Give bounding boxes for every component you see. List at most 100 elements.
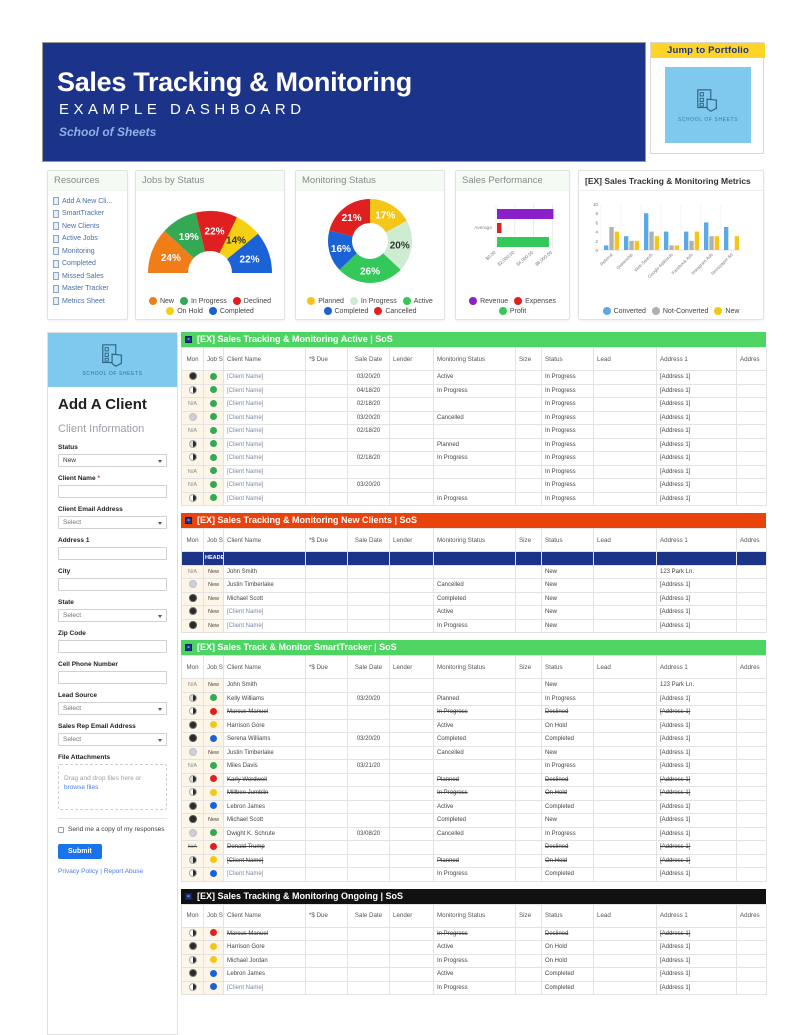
column-header[interactable]: Sale Date bbox=[347, 655, 390, 679]
table-row[interactable]: New Justin Timberlake Cancelled New [Address… bbox=[181, 745, 767, 760]
column-header[interactable]: Job Status bbox=[203, 347, 224, 371]
table-row[interactable]: Kelly Williams 03/20/20 Planned In Progress… bbox=[181, 691, 767, 706]
state-select[interactable]: Select bbox=[58, 609, 167, 622]
table-row[interactable]: N/A New John Smith New 123 Park Ln. bbox=[181, 564, 767, 579]
table-row[interactable]: Harrison Gore Active On Hold [Address 1] bbox=[181, 940, 767, 955]
table-row[interactable]: [Client Name] In Progress Completed [Addres… bbox=[181, 867, 767, 882]
column-header[interactable]: Mon bbox=[181, 655, 204, 679]
table-row[interactable]: Serena Williams 03/20/20 Completed Complete… bbox=[181, 732, 767, 747]
column-header[interactable]: Client Name bbox=[223, 528, 306, 552]
column-header[interactable]: Mon bbox=[181, 528, 204, 552]
table-row[interactable]: New Michael Scott Completed New [Address 1] bbox=[181, 813, 767, 828]
table-row[interactable]: Michael Jordan In Progress On Hold [Address… bbox=[181, 953, 767, 968]
column-header[interactable]: Mon bbox=[181, 347, 204, 371]
column-header[interactable]: Status bbox=[541, 528, 594, 552]
table-row[interactable]: New [Client Name] In Progress New [Address 1… bbox=[181, 618, 767, 633]
column-header[interactable]: Address 1 bbox=[656, 903, 737, 928]
sidebar-item-active-jobs[interactable]: Active Jobs bbox=[53, 233, 127, 246]
column-header[interactable]: Address 1 bbox=[656, 528, 737, 552]
sidebar-item-completed[interactable]: Completed bbox=[53, 258, 127, 271]
table-row[interactable]: New Michael Scott Completed New [Address 1] bbox=[181, 591, 767, 606]
column-header[interactable]: *$ Due bbox=[305, 655, 348, 679]
lead-source-select[interactable]: Select bbox=[58, 702, 167, 715]
table-row[interactable]: New Justin Timberlake Cancelled New [Address… bbox=[181, 578, 767, 593]
table-title-bar[interactable]: - [EX] Sales Tracking & Monitoring Ongoin… bbox=[181, 888, 766, 904]
column-header[interactable]: Lead bbox=[593, 903, 657, 928]
table-row[interactable]: [Client Name] 03/20/20 Cancelled In Progres… bbox=[181, 410, 767, 425]
table-row[interactable]: Karly Wordwell Planned Declined [Address 1] bbox=[181, 772, 767, 787]
sidebar-item-missed-sales[interactable]: Missed Sales bbox=[53, 270, 127, 283]
column-header[interactable]: Monitoring Status bbox=[433, 347, 516, 371]
column-header[interactable]: Lender bbox=[389, 903, 434, 928]
cell-phone-number-input[interactable] bbox=[58, 671, 167, 684]
column-header[interactable]: Job Status bbox=[203, 528, 224, 552]
table-row[interactable]: N/A [Client Name] 02/18/20 In Progress [Addr… bbox=[181, 424, 767, 439]
table-row[interactable]: [Client Name] 02/18/20 In Progress In Progr… bbox=[181, 451, 767, 466]
column-header[interactable]: Monitoring Status bbox=[433, 903, 516, 928]
jump-to-portfolio-button[interactable]: Jump to Portfolio bbox=[651, 43, 765, 58]
address-1-input[interactable] bbox=[58, 547, 167, 560]
column-header[interactable]: Address 1 bbox=[656, 655, 737, 679]
client-name-input[interactable] bbox=[58, 485, 167, 498]
column-header[interactable]: Sale Date bbox=[347, 903, 390, 928]
sidebar-item-metrics-sheet[interactable]: Metrics Sheet bbox=[53, 295, 127, 308]
table-row[interactable]: Lebron James Active Completed [Address 1] bbox=[181, 967, 767, 982]
column-header[interactable]: Size bbox=[515, 903, 542, 928]
column-header[interactable]: *$ Due bbox=[305, 528, 348, 552]
column-header[interactable]: Monitoring Status bbox=[433, 528, 516, 552]
sidebar-item-master-tracker[interactable]: Master Tracker bbox=[53, 283, 127, 296]
table-row[interactable]: N/A New John Smith New 123 Park Ln. bbox=[181, 678, 767, 693]
sidebar-item-monitoring[interactable]: Monitoring bbox=[53, 245, 127, 258]
table-row[interactable]: [Client Name] 04/18/20 In Progress In Progr… bbox=[181, 383, 767, 398]
table-title-bar[interactable]: - [EX] Sales Tracking & Monitoring Active… bbox=[181, 332, 766, 347]
column-header[interactable]: Job Status bbox=[203, 903, 224, 928]
column-header[interactable]: Client Name bbox=[223, 903, 306, 928]
sidebar-item-smarttracker[interactable]: SmartTracker bbox=[53, 208, 127, 221]
collapse-icon[interactable]: - bbox=[185, 892, 192, 900]
form-footer-links[interactable]: Privacy Policy | Report Abuse bbox=[58, 868, 144, 875]
send-copy-checkbox[interactable] bbox=[58, 827, 64, 833]
column-header[interactable]: Addres bbox=[736, 528, 767, 552]
table-row[interactable]: [Client Name] In Progress In Progress [Addr… bbox=[181, 491, 767, 506]
column-header[interactable]: Status bbox=[541, 903, 594, 928]
table-row[interactable]: [Client Name] Planned On Hold [Address 1] bbox=[181, 853, 767, 868]
portfolio-card[interactable]: Jump to Portfolio SCHOOL OF SHEETS bbox=[650, 42, 765, 154]
column-header[interactable]: Lender bbox=[389, 528, 434, 552]
collapse-icon[interactable]: - bbox=[185, 517, 192, 524]
table-row[interactable]: Harrison Gore Active On Hold [Address 1] bbox=[181, 718, 767, 733]
column-header[interactable]: Addres bbox=[736, 655, 767, 679]
table-row[interactable]: Lebron James Active Completed [Address 1] bbox=[181, 799, 767, 814]
column-header[interactable]: Status bbox=[541, 655, 594, 679]
column-header[interactable]: *$ Due bbox=[305, 903, 348, 928]
table-row[interactable]: N/A [Client Name] 02/18/20 In Progress [Addr… bbox=[181, 397, 767, 412]
table-row[interactable]: N/A Miles Davis 03/21/20 In Progress [Addres… bbox=[181, 759, 767, 774]
column-header[interactable]: Monitoring Status bbox=[433, 655, 516, 679]
table-row[interactable]: N/A Donald Trump Declined [Address 1] bbox=[181, 840, 767, 855]
table-title-bar[interactable]: - [EX] Sales Track & Monitor SmartTracker… bbox=[181, 640, 766, 655]
client-email-address-select[interactable]: Select bbox=[58, 516, 167, 529]
column-header[interactable]: Client Name bbox=[223, 655, 306, 679]
column-header[interactable]: Job Status bbox=[203, 655, 224, 679]
table-row[interactable]: Dwight K. Schrute 03/08/20 Cancelled In Pro… bbox=[181, 826, 767, 841]
column-header[interactable]: Lender bbox=[389, 347, 434, 371]
portfolio-thumbnail[interactable]: SCHOOL OF SHEETS bbox=[665, 67, 751, 143]
collapse-icon[interactable]: - bbox=[185, 644, 192, 651]
table-row[interactable]: [Client Name] 03/20/20 Active In Progress [A… bbox=[181, 370, 767, 385]
column-header[interactable]: Size bbox=[515, 528, 542, 552]
table-row[interactable]: New [Client Name] Active New [Address 1] bbox=[181, 605, 767, 620]
column-header[interactable]: Sale Date bbox=[347, 528, 390, 552]
table-row[interactable]: Marcus Manuel In Progress Declined [Address… bbox=[181, 926, 767, 941]
status-select[interactable]: New bbox=[58, 454, 167, 467]
column-header[interactable]: Lead bbox=[593, 347, 657, 371]
sales-rep-email-address-select[interactable]: Select bbox=[58, 733, 167, 746]
sidebar-item-new-clients[interactable]: New Clients bbox=[53, 220, 127, 233]
column-header[interactable]: Addres bbox=[736, 347, 767, 371]
column-header[interactable]: Lead bbox=[593, 655, 657, 679]
table-title-bar[interactable]: - [EX] Sales Tracking & Monitoring New Cl… bbox=[181, 513, 766, 528]
column-header[interactable]: Mon bbox=[181, 903, 204, 928]
column-header[interactable]: Client Name bbox=[223, 347, 306, 371]
file-dropzone[interactable]: Drag and drop files here or browse files bbox=[58, 764, 167, 810]
column-header[interactable]: Sale Date bbox=[347, 347, 390, 371]
table-row[interactable]: Millbee Jumblin In Progress On Hold [Addres… bbox=[181, 786, 767, 801]
zip-code-input[interactable] bbox=[58, 640, 167, 653]
